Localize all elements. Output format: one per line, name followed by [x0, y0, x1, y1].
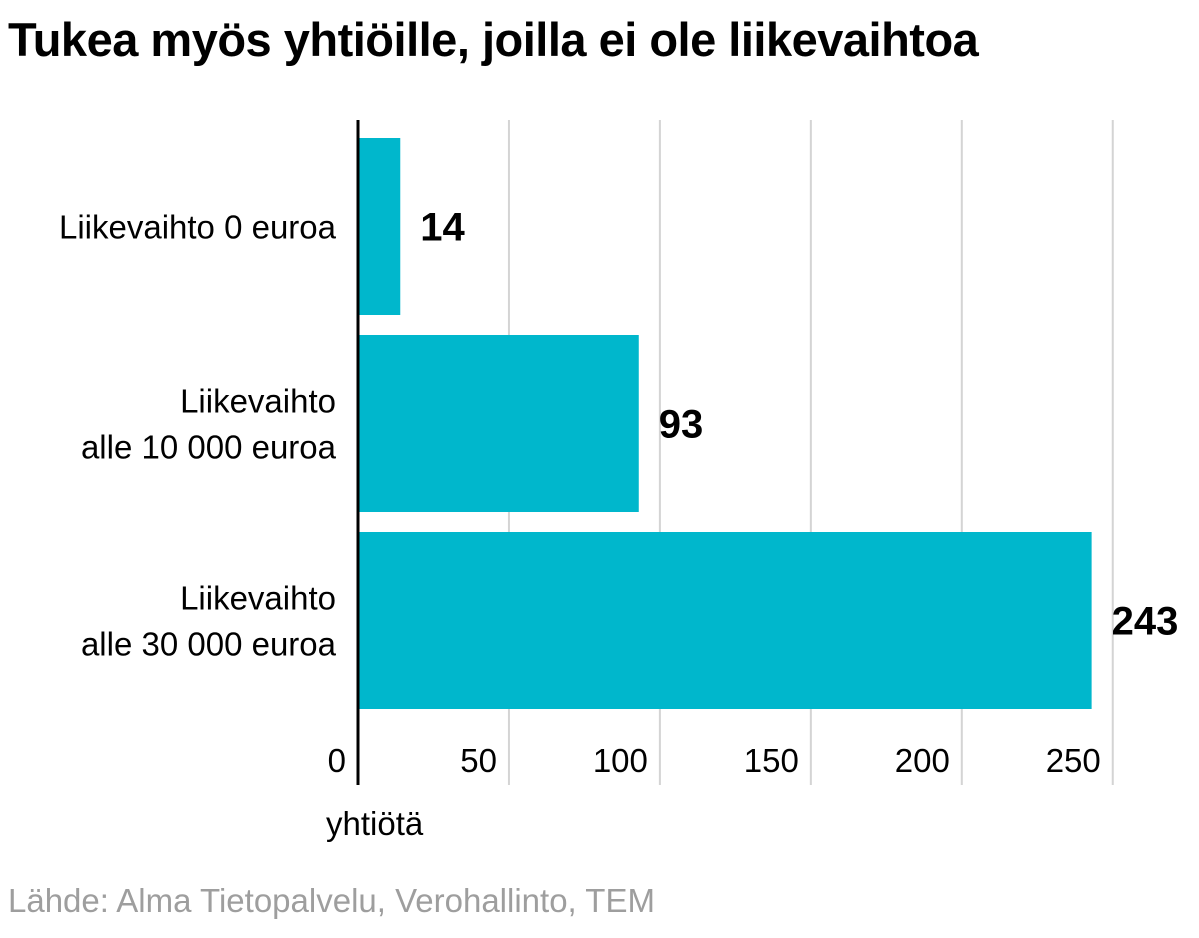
data-label-1: 93: [659, 403, 704, 447]
data-label-0: 14: [420, 206, 465, 250]
data-label-2: 243: [1112, 600, 1179, 644]
bar-chart: 14 93 243 Liikevaihto 0 euroa Liikevaihto al…: [59, 120, 1178, 842]
x-axis-title: yhtiötä: [326, 805, 424, 842]
tick-labels: 0 50 100 150 200 250: [328, 742, 1101, 779]
tick-label-100: 100: [593, 742, 648, 779]
bars: [358, 138, 1092, 709]
chart-title: Tukea myös yhtiöille, joilla ei ole liik…: [8, 13, 979, 66]
tick-label-50: 50: [460, 742, 497, 779]
category-label-2: Liikevaihto alle 30 000 euroa: [81, 580, 337, 663]
tick-label-150: 150: [744, 742, 799, 779]
bar-2: [358, 532, 1092, 709]
data-labels: 14 93 243: [420, 206, 1178, 644]
bar-0: [358, 138, 401, 315]
tick-label-250: 250: [1046, 742, 1101, 779]
source-note: Lähde: Alma Tietopalvelu, Verohallinto, …: [8, 882, 655, 919]
tick-label-200: 200: [895, 742, 950, 779]
bar-1: [358, 335, 639, 512]
category-labels: Liikevaihto 0 euroa Liikevaihto alle 10 00…: [59, 209, 337, 663]
category-label-0: Liikevaihto 0 euroa: [59, 209, 337, 246]
tick-label-0: 0: [328, 742, 346, 779]
category-label-1: Liikevaihto alle 10 000 euroa: [81, 383, 337, 466]
